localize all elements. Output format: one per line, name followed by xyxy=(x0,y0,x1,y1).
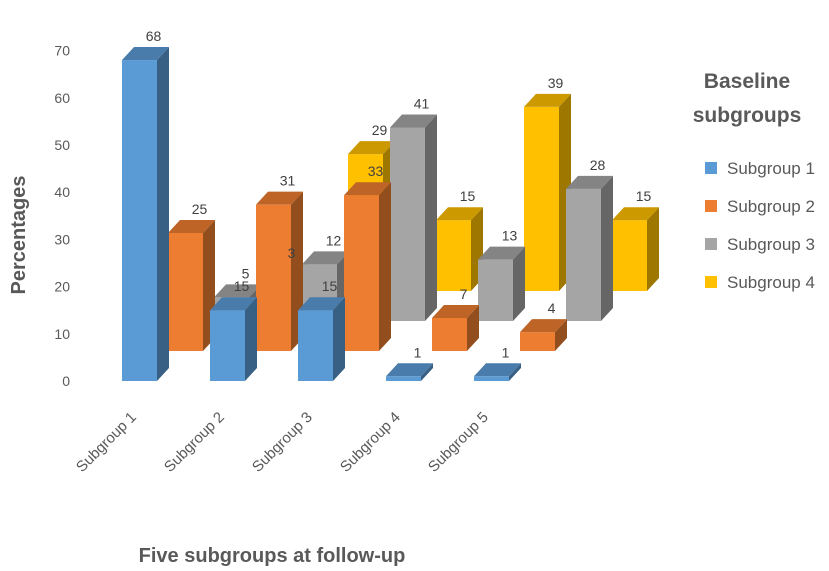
legend-item-subgroup-2: Subgroup 2 xyxy=(705,197,815,216)
legend-label: Subgroup 2 xyxy=(727,197,815,216)
data-label: 3 xyxy=(288,245,296,261)
data-label: 39 xyxy=(548,75,564,91)
y-tick-label: 50 xyxy=(54,137,70,153)
x-category-label: Subgroup 2 xyxy=(161,409,228,476)
data-label: 68 xyxy=(146,28,162,44)
bar-subgroup-2-subgroup-4 xyxy=(432,304,479,351)
data-label: 15 xyxy=(636,188,652,204)
legend-item-subgroup-4: Subgroup 4 xyxy=(705,273,815,292)
data-label: 15 xyxy=(460,188,476,204)
bar-subgroup-2-subgroup-3 xyxy=(344,182,391,351)
bar-subgroup-1-subgroup-3 xyxy=(298,297,345,381)
y-tick-label: 10 xyxy=(54,326,70,342)
bar-subgroup-1-subgroup-4 xyxy=(386,363,433,381)
x-axis-categories: Subgroup 1 Subgroup 2 Subgroup 3 Subgroup 4… xyxy=(73,409,492,476)
legend-label: Subgroup 4 xyxy=(727,273,815,292)
data-label: 29 xyxy=(372,122,388,138)
bar-subgroup-2-subgroup-2 xyxy=(256,191,303,351)
legend-title-line-2: subgroups xyxy=(693,104,802,127)
legend-title-line-1: Baseline xyxy=(704,70,790,93)
x-axis-title: Five subgroups at follow-up xyxy=(139,545,406,567)
legend: Baseline subgroups Subgroup 1 Subgroup 2 S… xyxy=(693,70,815,292)
data-label: 31 xyxy=(280,173,296,189)
bar-subgroup-2-subgroup-1 xyxy=(168,220,215,351)
legend-swatch xyxy=(705,238,717,250)
x-category-label: Subgroup 3 xyxy=(249,409,316,476)
legend-item-subgroup-1: Subgroup 1 xyxy=(705,159,815,178)
x-category-label: Subgroup 4 xyxy=(337,409,404,476)
bar-subgroup-1-subgroup-1 xyxy=(122,47,169,381)
y-tick-label: 20 xyxy=(54,279,70,295)
y-tick-label: 30 xyxy=(54,231,70,247)
legend-item-subgroup-3: Subgroup 3 xyxy=(705,235,815,254)
bar-subgroup-4-subgroup-3 xyxy=(436,207,483,291)
bars xyxy=(122,47,659,381)
data-label: 4 xyxy=(548,300,556,316)
bar-subgroup-3-subgroup-4 xyxy=(478,246,525,321)
legend-swatch xyxy=(705,276,717,288)
data-label: 15 xyxy=(234,278,250,294)
data-label: 7 xyxy=(460,286,468,302)
data-label: 33 xyxy=(368,163,384,179)
bar-subgroup-4-subgroup-5 xyxy=(612,207,659,291)
y-tick-label: 0 xyxy=(62,373,70,389)
bar-subgroup-4-subgroup-4 xyxy=(524,93,571,291)
legend-swatch xyxy=(705,162,717,174)
legend-label: Subgroup 3 xyxy=(727,235,815,254)
data-label: 41 xyxy=(414,95,430,111)
x-category-label: Subgroup 5 xyxy=(425,409,492,476)
x-category-label: Subgroup 1 xyxy=(73,409,140,476)
data-label: 1 xyxy=(502,344,510,360)
y-tick-label: 40 xyxy=(54,184,70,200)
data-label: 25 xyxy=(192,201,208,217)
bar-subgroup-3-subgroup-3 xyxy=(390,114,437,321)
data-label: 13 xyxy=(502,228,518,244)
y-axis-ticks: 0 10 20 30 40 50 60 70 xyxy=(54,43,70,389)
bar-subgroup-1-subgroup-5 xyxy=(474,363,521,381)
bar-subgroup-3-subgroup-5 xyxy=(566,175,613,321)
legend-label: Subgroup 1 xyxy=(727,159,815,178)
data-label: 15 xyxy=(322,278,338,294)
bar-subgroup-1-subgroup-2 xyxy=(210,297,257,381)
data-label: 28 xyxy=(590,157,606,173)
y-axis-title: Percentages xyxy=(8,176,30,295)
legend-swatch xyxy=(705,200,717,212)
data-label: 1 xyxy=(414,344,422,360)
data-label: 5 xyxy=(242,265,250,281)
y-tick-label: 60 xyxy=(54,90,70,106)
y-tick-label: 70 xyxy=(54,43,70,59)
data-label: 12 xyxy=(326,232,342,248)
bar-subgroup-2-subgroup-5 xyxy=(520,319,567,351)
